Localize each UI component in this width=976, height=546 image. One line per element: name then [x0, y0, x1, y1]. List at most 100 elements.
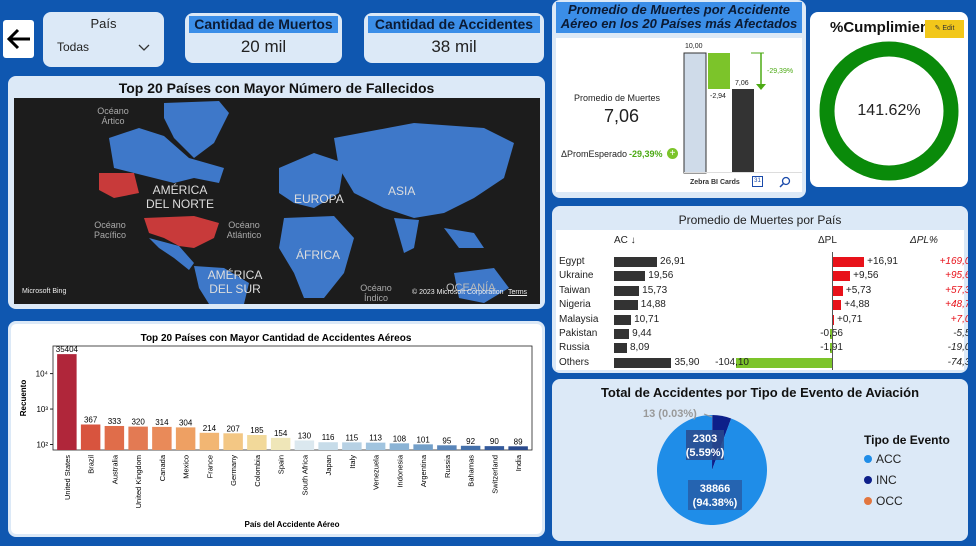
table-row[interactable]: Pakistan 9,44 -0,56 -5,58	[556, 327, 968, 342]
pl-value: -104,10	[715, 356, 749, 368]
back-button[interactable]	[3, 20, 34, 58]
edit-button[interactable]: ✎ Edit	[925, 20, 964, 38]
ac-value: 8,09	[629, 342, 650, 354]
x-tick-label: United States	[63, 455, 72, 500]
pl-pct-value: +169,09	[939, 256, 968, 267]
table-row[interactable]: Egypt 26,91 +16,91 +169,09	[556, 255, 968, 270]
acc-label-bg	[688, 480, 742, 510]
pais-slicer[interactable]: País Todas	[43, 12, 164, 67]
table-row[interactable]: Nigeria 14,88 +4,88 +48,75	[556, 298, 968, 313]
bar-value-label: 207	[226, 424, 240, 433]
pais-dropdown[interactable]: Todas	[57, 40, 152, 58]
search-icon[interactable]	[779, 176, 791, 188]
row-country: Nigeria	[559, 299, 591, 311]
bar	[342, 442, 362, 450]
zebra-metric-label: Promedio de Muertes	[574, 93, 661, 103]
pl-pct-value: -19,05	[947, 342, 968, 354]
bar-value-label: 130	[298, 431, 312, 440]
pl-bar	[832, 257, 865, 267]
zebra-footer: Zebra BI Cards	[690, 179, 740, 186]
bar-value-label: 214	[203, 424, 217, 433]
cumplimiento-arc	[819, 41, 959, 181]
tipo-evento-pie: 2303 (5.59%) 38866 (94.38%) 13 (0.03%)	[643, 408, 767, 525]
bar-value-label: 108	[393, 434, 407, 443]
x-tick-label: Germany	[229, 455, 238, 486]
kpi-muertos-card: Cantidad de Muertos 20 mil	[185, 13, 342, 63]
zebra-waterfall	[683, 52, 766, 174]
pie-title-text: Total de Accidentes por Tipo de Evento d…	[600, 385, 920, 400]
pl-pct-value: +95,63	[945, 270, 968, 282]
pie-card: Total de Accidentes por Tipo de Evento d…	[552, 379, 968, 541]
pl-value: +0,71	[837, 313, 863, 325]
chevron-down-icon	[138, 44, 150, 51]
bar	[508, 446, 528, 450]
bar-value-label: 154	[274, 429, 288, 438]
map-terms-link[interactable]: Terms	[508, 289, 528, 296]
map-label-africa: ÁFRICA	[296, 248, 341, 262]
bar	[294, 440, 315, 450]
table-row[interactable]: Ukraine 19,56 +9,56 +95,63	[556, 269, 968, 284]
map-label-europa: EUROPA	[294, 192, 344, 206]
map-card: Top 20 Países con Mayor Número de Fallec…	[8, 76, 545, 309]
row-country: Egypt	[559, 256, 585, 267]
bar	[128, 426, 148, 450]
ac-bar	[614, 343, 627, 354]
map-label-oc-pacifico: Océano Pacífico	[93, 220, 126, 240]
bar	[199, 432, 220, 450]
world-map-shapes	[14, 98, 540, 304]
table-row[interactable]: Taiwan 15,73 +5,73 +57,31	[556, 284, 968, 299]
pl-bar	[832, 285, 843, 296]
table-row[interactable]: Malaysia 10,71 +0,71 +7,08	[556, 313, 968, 328]
bar-value-label: 35404	[56, 345, 79, 354]
zebra-bar-delta-label: -2,94	[710, 93, 726, 100]
legend-item-acc[interactable]: ACC	[864, 452, 901, 466]
legend-dot	[864, 497, 872, 505]
bar	[437, 445, 457, 450]
plus-icon[interactable]: +	[667, 148, 678, 159]
x-tick-label: Indonesia	[395, 454, 404, 487]
pie-title: Total de Accidentes por Tipo de Evento d…	[552, 385, 968, 400]
ac-bar	[614, 271, 646, 282]
table-row[interactable]: Russia 8,09 -1,91 -19,05	[556, 341, 968, 356]
kpi-accidentes-label: Cantidad de Accidentes	[368, 16, 540, 33]
x-tick-label: Japan	[324, 455, 333, 475]
bar	[389, 443, 410, 450]
pais-label: País	[90, 16, 117, 31]
occ-label: 13 (0.03%)	[643, 408, 697, 420]
bar	[318, 442, 338, 450]
ac-bar	[614, 300, 638, 311]
zebra-visual: Promedio de Muertes 7,06 ΔPromEsperado -…	[556, 38, 802, 192]
ac-bar	[614, 285, 640, 296]
col-plpct-header: ΔPL%	[910, 235, 938, 246]
table-row[interactable]: Others 35,90 -104,10 -74,35	[556, 356, 968, 371]
promedio-pais-card: Promedio de Muertes por País AC ↓ ΔPL ΔP…	[552, 206, 968, 373]
x-tick-label: Spain	[277, 455, 286, 474]
map-label-oceania: OCEANÍA	[446, 282, 496, 294]
calendar-icon[interactable]: 31	[752, 176, 763, 187]
pais-selected-value: Todas	[57, 40, 90, 54]
legend-item-inc[interactable]: INC	[864, 473, 897, 487]
x-tick-label: Italy	[348, 455, 357, 469]
arrow-left-icon	[6, 28, 30, 50]
inc-label-bg	[686, 430, 724, 460]
ac-value: 9,44	[632, 328, 652, 339]
bar-value-label: 90	[490, 437, 499, 446]
col-ac-header[interactable]: AC ↓	[614, 235, 636, 246]
occ-leader-line	[703, 413, 713, 418]
map-label-asia: ASIA	[388, 184, 416, 198]
bar	[104, 425, 125, 450]
legend-item-occ[interactable]: OCC	[864, 494, 903, 508]
x-tick-label: South Africa	[300, 454, 309, 495]
y-tick-label: 10³	[36, 405, 48, 414]
bar-value-label: 185	[250, 426, 264, 435]
kpi-muertos-label: Cantidad de Muertos	[189, 16, 338, 33]
zebra-bar-top-label: 10,00	[685, 43, 703, 50]
world-map[interactable]: Océano Ártico AMÉRICA DEL NORTE Océano P…	[14, 98, 540, 304]
pl-bar	[830, 343, 832, 354]
bar-value-label: 89	[514, 437, 523, 446]
zebra-arrow-pct: -29,39%	[767, 68, 794, 75]
legend-label: OCC	[876, 494, 903, 508]
ac-bar	[614, 257, 658, 267]
x-tick-label: Mexico	[182, 455, 191, 479]
bar-chart-title: Top 20 Países con Mayor Cantidad de Acci…	[141, 333, 412, 344]
